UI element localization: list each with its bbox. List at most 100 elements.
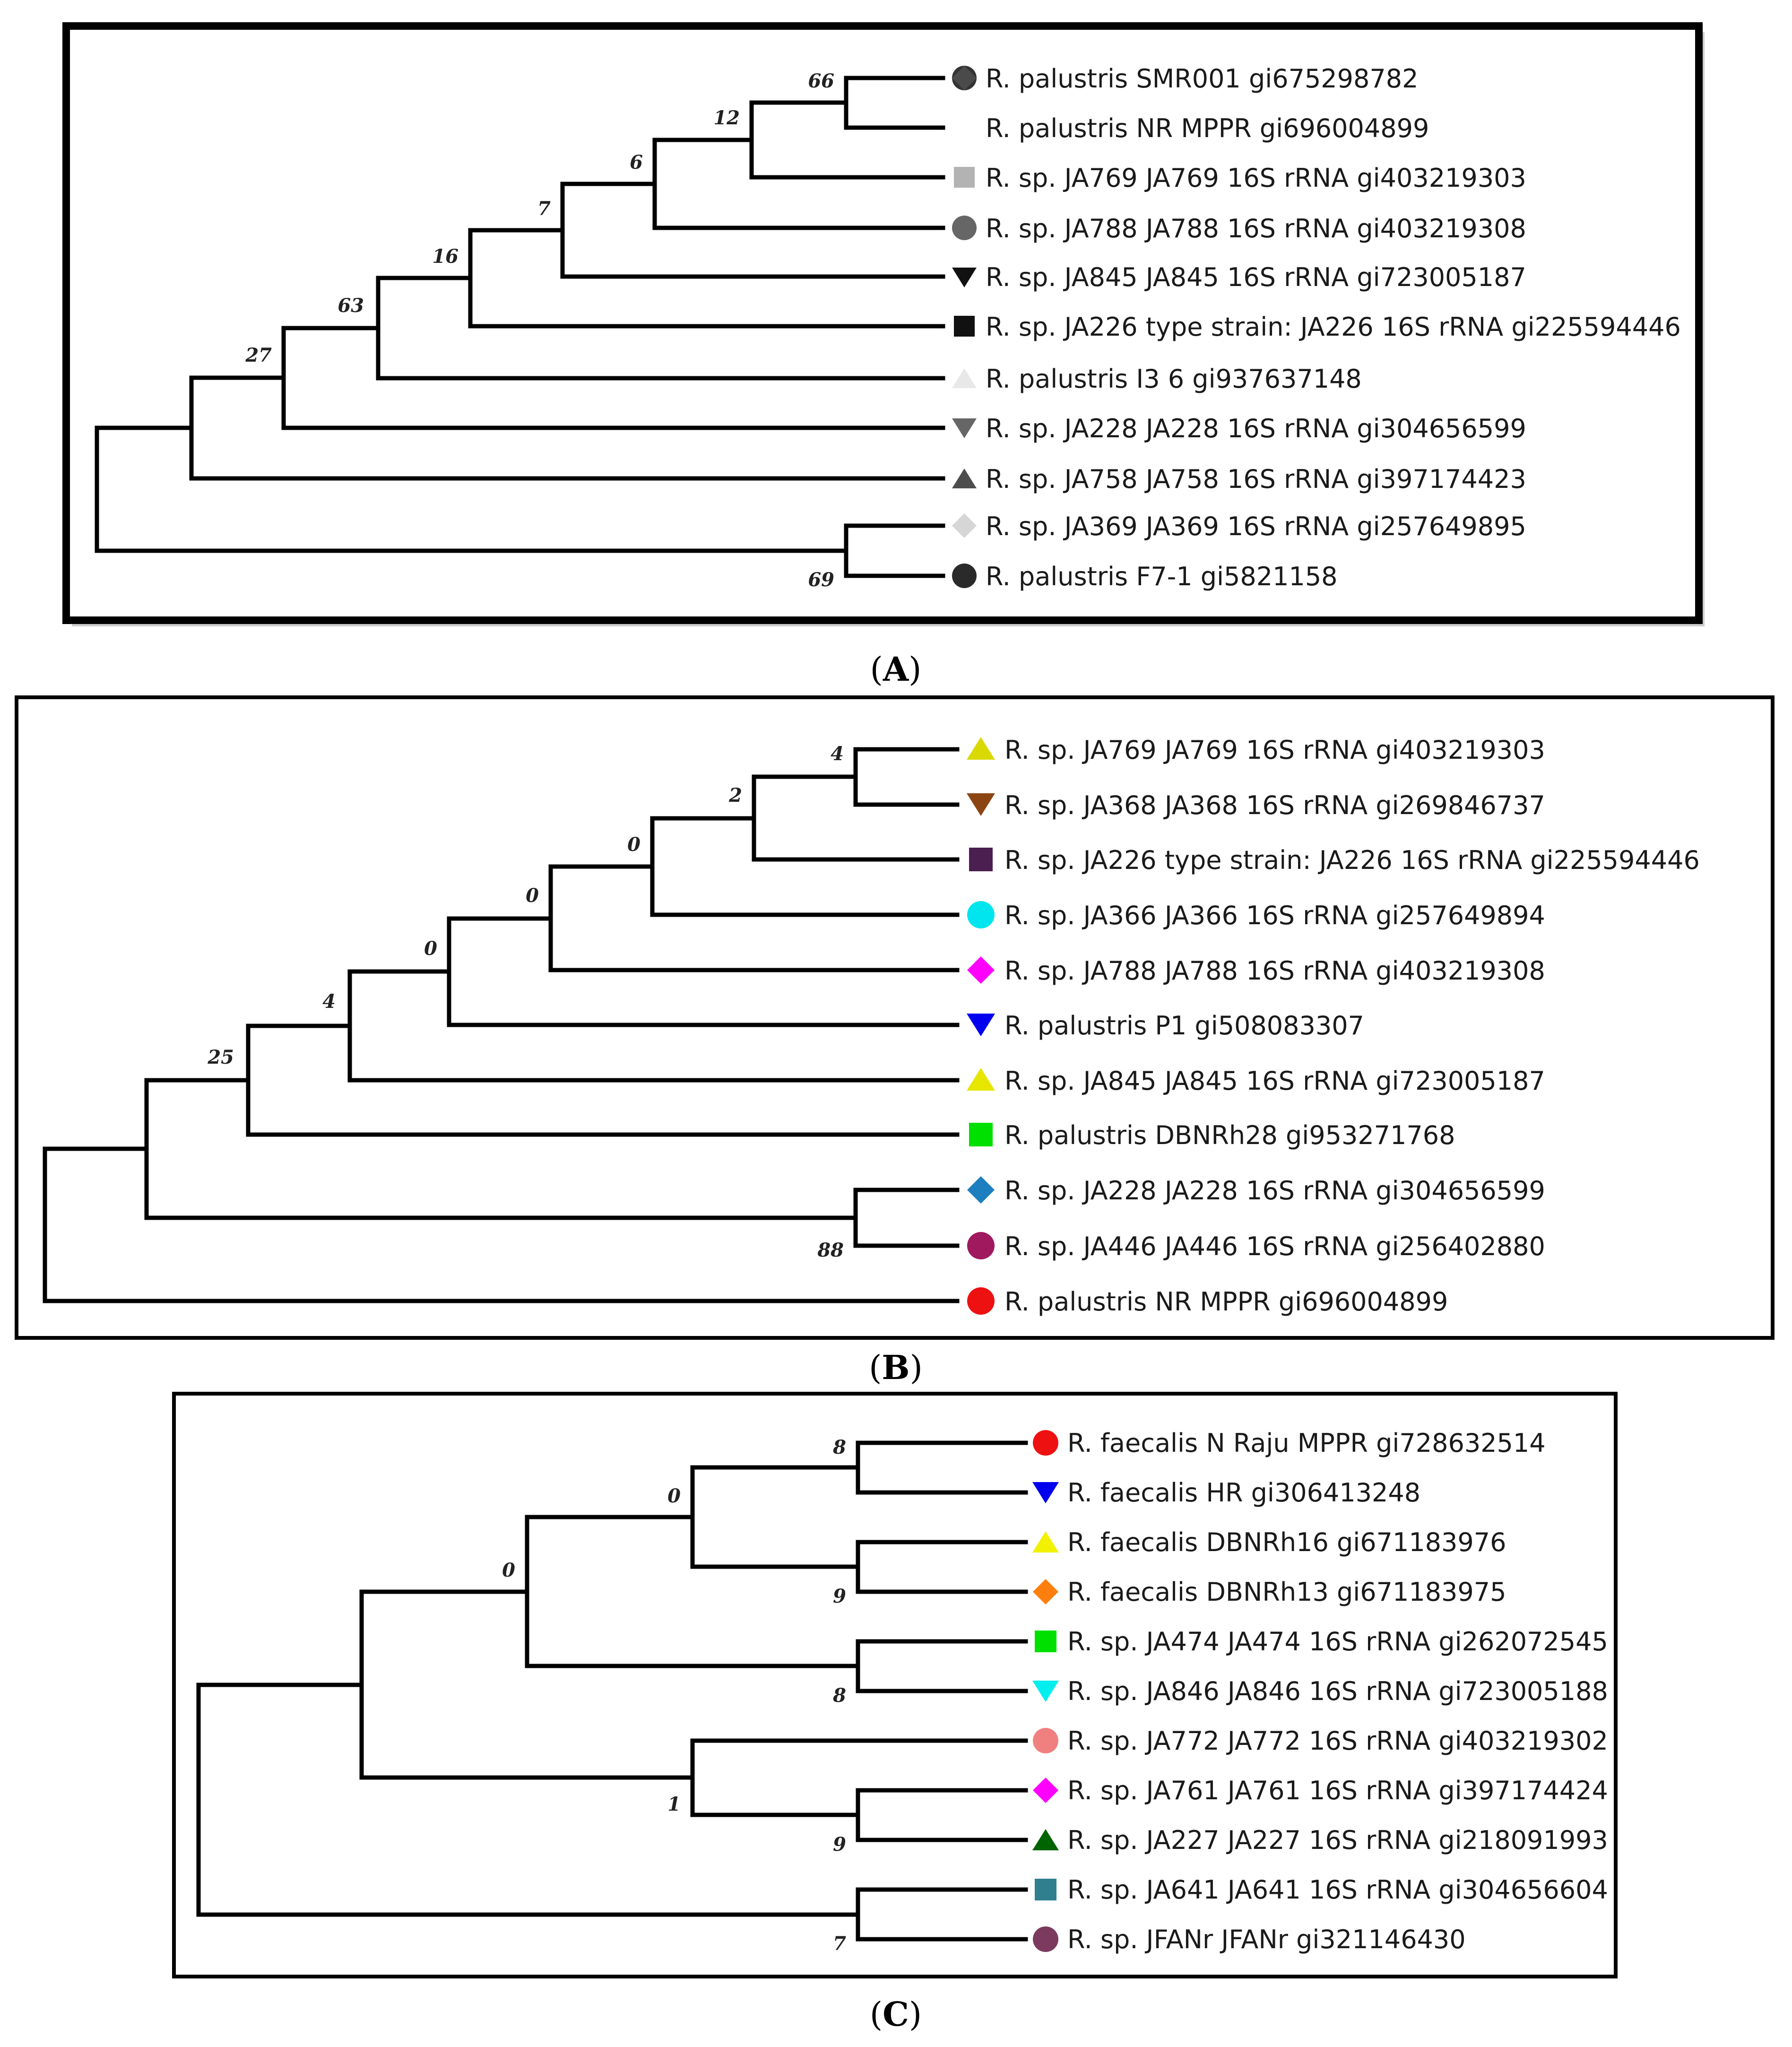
leaf-label: R. sp. JFANr JFANr gi321146430 [1067, 1925, 1466, 1954]
leaf-marker [952, 513, 977, 538]
bootstrap-value: 0 [627, 833, 641, 856]
leaf-marker [967, 793, 995, 816]
panel-b-caption: (B) [869, 1348, 923, 1387]
leaf-marker [967, 1068, 995, 1091]
panel-c-branches [196, 1440, 1028, 1942]
leaf-marker [952, 564, 977, 588]
branch [95, 425, 848, 553]
leaf-label: R. sp. JA788 JA788 16S rRNA gi403219308 [1004, 956, 1545, 986]
panel-b-branches [43, 747, 960, 1303]
bootstrap-value: 63 [338, 295, 364, 317]
bootstrap-value: 0 [526, 885, 539, 907]
leaf-marker [1033, 1926, 1058, 1952]
leaf-marker [967, 1014, 995, 1036]
bootstrap-value: 9 [833, 1585, 846, 1607]
leaf-label: R. faecalis HR gi306413248 [1067, 1478, 1420, 1508]
leaf-label: R. palustris NR MPPR gi696004899 [986, 113, 1429, 143]
leaf-label: R. sp. JA226 type strain: JA226 16S rRNA… [986, 312, 1681, 342]
leaf-label: R. sp. JA769 JA769 16S rRNA gi403219303 [1004, 735, 1545, 765]
leaf-marker [967, 1287, 995, 1315]
bootstrap-value: 1 [667, 1793, 681, 1815]
leaf-marker [969, 1123, 993, 1146]
bootstrap-value: 2 [728, 784, 742, 807]
bootstrap-value: 69 [808, 569, 834, 591]
leaf-label: R. sp. JA226 type strain: JA226 16S rRNA… [1004, 845, 1700, 875]
leaf-marker [1035, 1879, 1056, 1900]
caption-letter: B [882, 1348, 909, 1387]
leaf-label: R. palustris NR MPPR gi696004899 [1004, 1287, 1448, 1317]
panel-c-caption: (C) [870, 1995, 922, 2034]
leaf-label: R. sp. JA769 JA769 16S rRNA gi403219303 [986, 163, 1526, 193]
leaf-marker [952, 66, 977, 90]
panel-b-labels: R. sp. JA769 JA769 16S rRNA gi403219303 … [1004, 735, 1700, 1317]
bootstrap-value: 25 [207, 1046, 234, 1068]
leaf-label: R. palustris F7-1 gi5821158 [986, 562, 1338, 591]
panel-a-caption: (A) [870, 650, 922, 689]
panel-a-branches [95, 76, 945, 578]
leaf-marker [967, 737, 995, 760]
leaf-label: R. sp. JA758 JA758 16S rRNA gi397174423 [986, 464, 1526, 494]
leaf-label: R. palustris P1 gi508083307 [1004, 1011, 1364, 1041]
leaf-label: R. sp. JA366 JA366 16S rRNA gi257649894 [1004, 901, 1545, 930]
leaf-label: R. palustris I3 6 gi937637148 [986, 364, 1362, 394]
panel-c: 8 0 9 0 8 9 1 7 R. faecalis N Raju MPPR … [172, 1392, 1618, 2034]
bootstrap-value: 7 [537, 198, 551, 220]
caption-letter: C [883, 1995, 909, 2034]
leaf-marker [1032, 1829, 1059, 1850]
panel-a-frame [62, 22, 1703, 624]
leaf-label: R. faecalis N Raju MPPR gi728632514 [1067, 1428, 1546, 1458]
bootstrap-value: 27 [245, 344, 272, 366]
panel-b-markers [967, 737, 995, 1315]
panel-a-bootstrap: 66 12 6 7 16 63 27 69 [245, 70, 834, 591]
leaf-label: R. sp. JA368 JA368 16S rRNA gi269846737 [1004, 790, 1545, 820]
leaf-label: R. sp. JA761 JA761 16S rRNA gi397174424 [1067, 1776, 1608, 1805]
bootstrap-value: 4 [322, 990, 336, 1013]
bootstrap-value: 0 [667, 1485, 681, 1507]
leaf-marker [1035, 1631, 1056, 1652]
leaf-label: R. palustris DBNRh28 gi953271768 [1004, 1120, 1455, 1150]
branch [43, 1146, 960, 1303]
branch [196, 1683, 860, 1917]
bootstrap-value: 0 [424, 937, 437, 960]
leaf-label: R. sp. JA446 JA446 16S rRNA gi256402880 [1004, 1232, 1545, 1261]
leaf-marker [1033, 1579, 1058, 1605]
leaf-marker [1033, 1430, 1058, 1456]
leaf-label: R. faecalis DBNRh16 gi671183976 [1067, 1527, 1506, 1557]
caption-letter: A [883, 650, 909, 689]
leaf-label: R. sp. JA228 JA228 16S rRNA gi304656599 [986, 414, 1526, 443]
bootstrap-value: 6 [630, 151, 643, 173]
leaf-label: R. sp. JA845 JA845 16S rRNA gi723005187 [986, 262, 1526, 292]
leaf-marker [967, 1232, 995, 1259]
leaf-marker [954, 167, 975, 188]
leaf-marker [952, 268, 977, 287]
panel-c-bootstrap: 8 0 9 0 8 9 1 7 [502, 1436, 846, 1955]
leaf-label: R. sp. JA641 JA641 16S rRNA gi304656604 [1067, 1875, 1608, 1905]
leaf-label: R. sp. JA846 JA846 16S rRNA gi723005188 [1067, 1676, 1608, 1706]
bootstrap-value: 66 [808, 70, 834, 92]
leaf-marker [952, 468, 977, 488]
leaf-marker [967, 901, 995, 928]
leaf-marker [952, 418, 977, 438]
leaf-label: R. faecalis DBNRh13 gi671183975 [1067, 1577, 1506, 1607]
panel-c-labels: R. faecalis N Raju MPPR gi728632514 R. f… [1067, 1428, 1608, 1954]
panel-b-bootstrap: 4 2 0 0 0 4 25 88 [207, 743, 844, 1261]
leaf-marker [1032, 1482, 1059, 1503]
bootstrap-value: 9 [833, 1833, 846, 1856]
panel-c-markers [1032, 1430, 1059, 1952]
panel-a: 66 12 6 7 16 63 27 69 R. palustris SMR00… [62, 22, 1705, 689]
bootstrap-value: 8 [832, 1436, 846, 1458]
leaf-marker [1032, 1531, 1059, 1553]
leaf-label: R. sp. JA228 JA228 16S rRNA gi304656599 [1004, 1176, 1545, 1206]
leaf-label: R. sp. JA772 JA772 16S rRNA gi403219302 [1067, 1726, 1608, 1756]
leaf-label: R. palustris SMR001 gi675298782 [986, 64, 1418, 94]
leaf-label: R. sp. JA369 JA369 16S rRNA gi257649895 [986, 512, 1526, 541]
leaf-marker [967, 1176, 995, 1204]
panel-b: 4 2 0 0 0 4 25 88 R. sp. JA769 JA769 16S… [15, 695, 1775, 1387]
leaf-label: R. sp. JA227 JA227 16S rRNA gi218091993 [1067, 1825, 1608, 1855]
leaf-marker [967, 956, 995, 984]
leaf-marker [954, 316, 975, 337]
bootstrap-value: 7 [833, 1933, 846, 1955]
leaf-marker [1033, 1728, 1058, 1753]
leaf-label: R. sp. JA474 JA474 16S rRNA gi262072545 [1067, 1627, 1608, 1657]
